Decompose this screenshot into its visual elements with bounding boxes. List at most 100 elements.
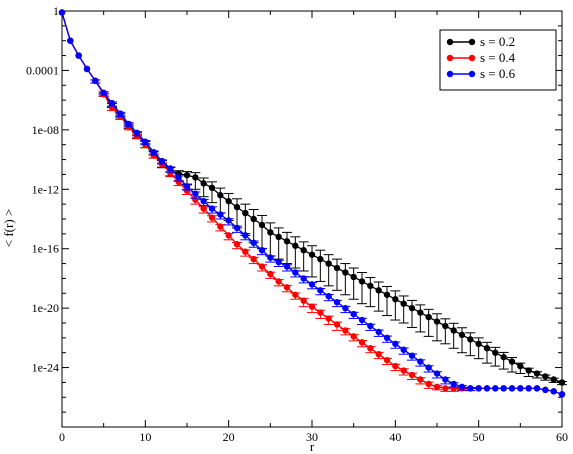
data-point bbox=[525, 385, 532, 392]
data-point bbox=[225, 232, 232, 239]
data-point bbox=[317, 309, 324, 316]
legend-marker bbox=[446, 70, 454, 78]
data-point bbox=[492, 385, 499, 392]
data-point bbox=[450, 327, 457, 334]
data-point bbox=[242, 232, 249, 239]
x-tick-label: 60 bbox=[556, 430, 568, 444]
data-point bbox=[225, 197, 232, 205]
data-point bbox=[458, 383, 466, 391]
data-point bbox=[300, 247, 307, 254]
data-point bbox=[417, 309, 424, 316]
data-point bbox=[400, 367, 407, 374]
data-point bbox=[208, 214, 216, 221]
x-tick-label: 0 bbox=[59, 430, 65, 444]
data-point bbox=[175, 174, 182, 181]
data-point bbox=[383, 356, 391, 364]
data-point bbox=[317, 287, 324, 294]
data-point bbox=[508, 358, 516, 365]
x-tick-label: 50 bbox=[473, 430, 485, 444]
data-point bbox=[142, 138, 149, 145]
data-point bbox=[500, 353, 507, 361]
data-point bbox=[483, 345, 491, 352]
data-point bbox=[100, 89, 107, 96]
data-point bbox=[492, 349, 499, 356]
data-point bbox=[175, 178, 182, 186]
data-point bbox=[200, 180, 207, 187]
data-point bbox=[433, 383, 441, 391]
data-point bbox=[267, 270, 274, 278]
legend-marker bbox=[446, 38, 454, 46]
data-point bbox=[525, 367, 532, 374]
data-point bbox=[233, 241, 241, 248]
data-point bbox=[350, 310, 357, 318]
data-point bbox=[533, 385, 541, 392]
data-point bbox=[183, 171, 191, 179]
data-point bbox=[183, 187, 191, 194]
data-point bbox=[392, 296, 399, 303]
data-point bbox=[550, 376, 557, 383]
data-point bbox=[200, 197, 207, 205]
data-point bbox=[392, 362, 399, 370]
x-tick-label: 30 bbox=[306, 430, 318, 444]
data-point bbox=[350, 273, 357, 281]
data-point bbox=[217, 223, 224, 230]
data-point bbox=[292, 291, 299, 298]
data-point bbox=[417, 358, 424, 365]
data-point bbox=[417, 376, 424, 383]
data-point bbox=[358, 316, 366, 324]
y-tick-label: 1e-16 bbox=[32, 242, 59, 256]
data-point bbox=[408, 352, 416, 359]
data-point bbox=[183, 183, 191, 190]
legend: s = 0.2s = 0.4s = 0.6 bbox=[439, 29, 557, 91]
data-point bbox=[242, 209, 249, 217]
data-point bbox=[233, 224, 241, 232]
data-point bbox=[508, 385, 516, 392]
data-point bbox=[367, 345, 374, 352]
data-point bbox=[125, 120, 132, 128]
data-point bbox=[167, 165, 174, 172]
data-point bbox=[375, 351, 382, 358]
data-point bbox=[558, 391, 566, 398]
data-point bbox=[325, 260, 332, 267]
data-point bbox=[300, 297, 307, 304]
data-point bbox=[542, 386, 549, 394]
data-point bbox=[425, 313, 432, 321]
series-layer bbox=[58, 9, 567, 398]
data-point bbox=[150, 148, 157, 156]
y-tick-label: 1 bbox=[53, 4, 59, 18]
data-point bbox=[500, 385, 507, 392]
data-point bbox=[158, 157, 166, 165]
data-point bbox=[333, 299, 341, 306]
data-point bbox=[433, 370, 441, 377]
y-tick-label: 1e-08 bbox=[32, 123, 59, 137]
y-tick-label: 1e-12 bbox=[32, 182, 59, 196]
data-point bbox=[467, 336, 474, 343]
data-point bbox=[258, 247, 266, 254]
data-point bbox=[350, 333, 357, 340]
legend-marker bbox=[468, 70, 476, 78]
data-point bbox=[267, 229, 274, 236]
data-point bbox=[292, 242, 299, 249]
data-point bbox=[58, 9, 66, 16]
data-point bbox=[208, 205, 216, 212]
data-point bbox=[308, 251, 316, 258]
data-point bbox=[475, 385, 482, 392]
data-point bbox=[442, 322, 449, 330]
legend-marker bbox=[468, 54, 476, 62]
data-point bbox=[275, 233, 282, 241]
series-3 bbox=[58, 9, 566, 398]
legend-label: s = 0.6 bbox=[480, 66, 516, 81]
y-axis-title: < f(r) > bbox=[1, 209, 16, 247]
data-point bbox=[225, 217, 232, 224]
data-point bbox=[442, 385, 449, 392]
data-point bbox=[358, 339, 366, 346]
data-point bbox=[367, 282, 374, 290]
data-point bbox=[133, 129, 141, 137]
data-point bbox=[192, 190, 199, 197]
tick-labels: 0 10 20 30 40 50 60 1 0.0001 1e-08 1e-12 1e-16 1e-20… bbox=[26, 4, 568, 444]
data-point bbox=[117, 110, 124, 117]
data-point bbox=[400, 300, 407, 307]
y-tick-label: 0.0001 bbox=[26, 63, 59, 77]
data-point bbox=[400, 346, 407, 353]
